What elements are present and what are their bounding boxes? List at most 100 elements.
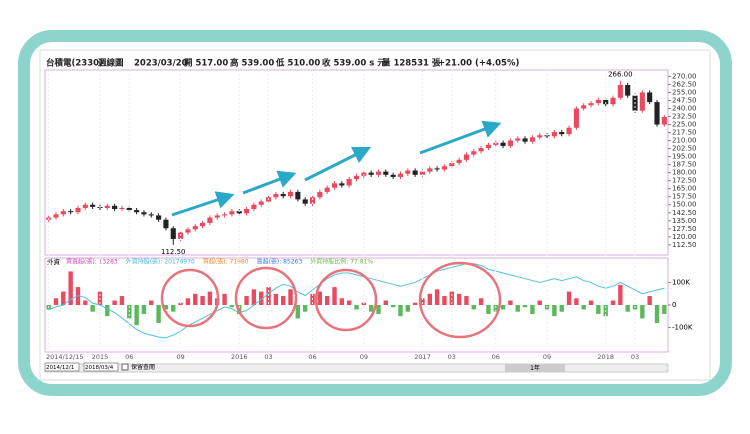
candle-body [595,99,601,104]
candle-body [434,168,440,170]
candle-body [463,154,470,160]
legend-entry: 買超(張): 71980 [203,258,249,266]
bar [68,271,73,305]
candle-body [331,183,338,188]
highlight-circle [160,268,220,328]
bar [390,305,396,308]
candle-body [258,201,264,205]
bar [662,305,667,314]
candle-body [126,207,132,211]
y-tick-label: 270.00 [672,72,697,80]
from-box[interactable] [44,362,80,372]
y-tick-label: 232.50 [672,113,697,121]
candle-body [112,205,118,210]
bar [500,305,506,310]
bar [530,305,535,314]
trend-arrow [419,120,502,155]
bar [324,296,330,305]
bar [229,305,235,308]
change: +21.00 (+4.05%) [438,59,519,69]
y-tick-label: 262.50 [672,80,697,88]
candle-body [551,132,557,137]
bar [537,300,542,305]
bar [112,300,117,305]
panel [39,49,711,381]
scroll-thumb[interactable] [505,364,565,372]
candle-body [529,137,535,142]
candle-body [309,197,316,204]
candle-body [90,204,96,207]
y-tick-label: 195.00 [672,153,697,161]
bar [119,296,125,305]
to-box[interactable] [83,362,119,372]
bar [163,305,169,310]
y-tick-label: 112.50 [672,241,697,249]
candle-body [507,140,513,146]
candle-body [243,209,250,214]
bar [456,293,462,305]
candle-body [581,105,587,109]
y-tick-label: 120.00 [672,233,697,241]
bar [105,305,110,317]
candle-body [185,229,191,233]
candle-body [405,170,411,174]
legend-entry: 賣超(張): 85263 [257,258,303,266]
candle-body [375,171,382,175]
candle-body [200,222,206,227]
y-tick-label: 240.00 [672,104,697,112]
keep-checkbox[interactable] [121,363,129,371]
bar [625,305,630,312]
sub-label: 外資 [47,257,61,266]
candle-body [383,171,389,175]
bar [266,287,271,305]
y-tick-label: 150.00 [672,201,697,209]
candle-body [148,214,154,216]
candle-body [273,194,279,198]
highlight-circle [234,266,298,330]
candle-body [515,138,521,141]
bar [654,305,660,323]
candle-body [236,211,242,214]
bar [302,305,308,312]
from: 2014/12/1 [46,365,74,371]
x-tick-label: 03 [264,353,272,361]
bar [61,291,66,305]
price-box [44,69,669,256]
high: 高 539.00 [230,58,274,69]
candle-body [566,127,572,135]
y-tick-label: 165.00 [672,185,697,193]
candle-body [537,135,543,138]
bar [273,293,279,305]
y-tick-label: 135.00 [672,217,697,225]
x-tick-label: 2016 [231,353,248,361]
candle-body [500,142,506,146]
candle-body [214,215,220,218]
candle-body [60,211,66,215]
open: 開 517.00 [184,59,228,69]
bar [149,300,154,305]
bar [83,300,88,305]
candle-body [141,212,147,215]
bar [464,296,469,305]
x-tick-label: 2017 [414,353,431,361]
candle-body [485,144,491,149]
bar [486,305,491,314]
candle-body [449,163,455,167]
bar [412,302,418,305]
candle-body [353,175,360,180]
candle-body [639,92,645,111]
bar [244,296,249,305]
y-tick-label: 0 [672,301,676,309]
date: 2023/03/20 [134,59,188,69]
bar [478,298,484,305]
bar [346,300,352,305]
bar [222,293,227,305]
x-tick-label: 06 [308,353,316,361]
candle-body [522,138,528,142]
bar [640,305,645,319]
candle-body [339,183,345,186]
bar [207,291,213,305]
candle-body [588,103,594,106]
x-tick-label: 09 [176,353,184,361]
